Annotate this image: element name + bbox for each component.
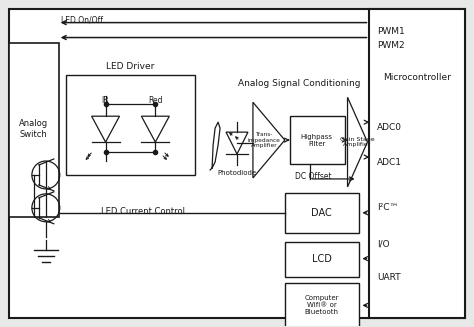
Text: Analog
Switch: Analog Switch <box>19 119 48 139</box>
Text: Computer
Wifi® or
Bluetooth: Computer Wifi® or Bluetooth <box>304 295 339 316</box>
Text: UART: UART <box>377 272 401 282</box>
Text: DC Offset: DC Offset <box>295 172 331 181</box>
Text: I/O: I/O <box>377 240 390 249</box>
Text: PWM1: PWM1 <box>377 26 405 36</box>
Text: PWM2: PWM2 <box>377 41 405 49</box>
Text: Red: Red <box>148 96 163 105</box>
Bar <box>66 76 195 175</box>
Text: Gain Stage
Amplifier: Gain Stage Amplifier <box>340 137 375 147</box>
Text: ADC1: ADC1 <box>377 158 402 167</box>
Bar <box>285 284 359 327</box>
Text: LED Current Control: LED Current Control <box>100 207 184 216</box>
Bar <box>290 116 345 164</box>
Bar <box>369 9 465 318</box>
Text: Trans-
impedance
Amplifier: Trans- impedance Amplifier <box>247 132 280 148</box>
Text: LCD: LCD <box>312 254 332 264</box>
Text: Highpass
Filter: Highpass Filter <box>301 134 333 146</box>
Polygon shape <box>253 102 285 178</box>
Text: Analog Signal Conditioning: Analog Signal Conditioning <box>238 79 361 88</box>
Text: ADC0: ADC0 <box>377 123 402 132</box>
Polygon shape <box>347 97 367 187</box>
Bar <box>285 242 359 277</box>
Text: Photodiode: Photodiode <box>218 170 256 176</box>
Text: LED Driver: LED Driver <box>106 62 155 71</box>
Text: Microcontroller: Microcontroller <box>383 73 451 82</box>
Text: I²C™: I²C™ <box>377 203 399 212</box>
Text: DAC: DAC <box>311 208 332 218</box>
Bar <box>285 193 359 233</box>
Bar <box>9 43 59 217</box>
Text: LED On/Off: LED On/Off <box>61 16 103 25</box>
Text: IR: IR <box>102 96 109 105</box>
